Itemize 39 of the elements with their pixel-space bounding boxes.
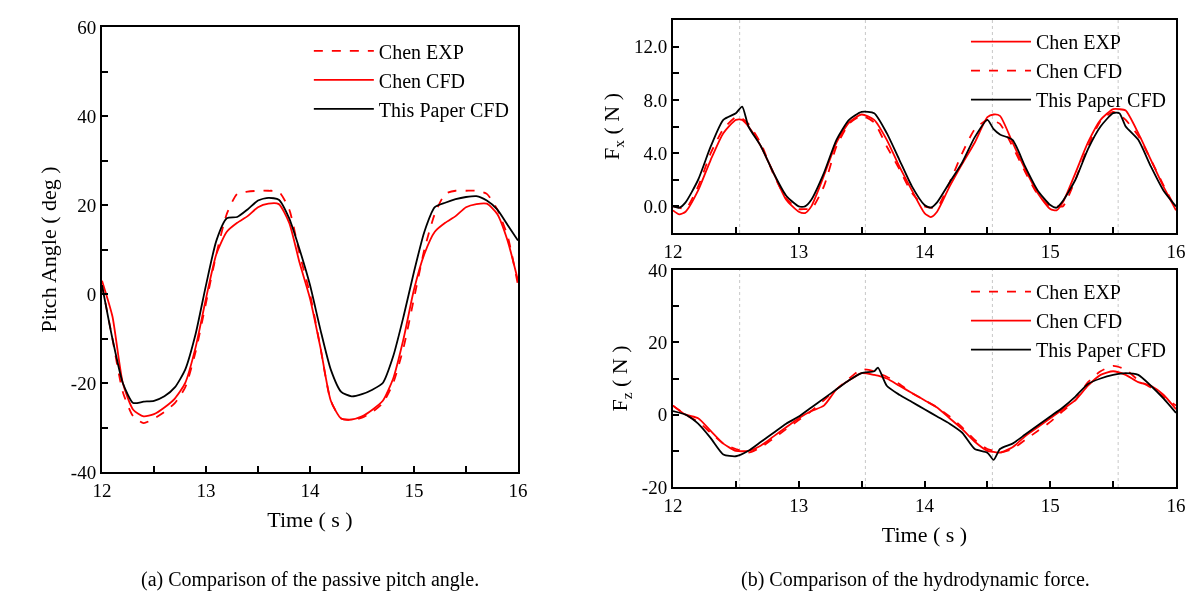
x-tick-label: 16 <box>1166 494 1186 516</box>
legend-label: Chen CFD <box>1035 310 1123 333</box>
x-tick-label: 14 <box>915 494 935 516</box>
x-tick-label: 13 <box>789 494 809 516</box>
y-axis-title: Pitch Angle ( deg ) <box>36 166 62 333</box>
x-tick-label: 16 <box>1166 240 1186 262</box>
legend-label: This Paper CFD <box>378 98 509 122</box>
legend-label: Chen CFD <box>378 69 465 92</box>
y-tick-label: 4.0 <box>643 142 668 164</box>
text: (b) Comparison of the hydrodynamic force. <box>741 568 1090 591</box>
legend-label: This Paper CFD <box>1035 89 1166 113</box>
x-tick-label: 16 <box>508 479 528 501</box>
y-tick-label: 60 <box>77 16 97 38</box>
legend-label: Chen EXP <box>1035 31 1121 54</box>
x-tick-label: 13 <box>789 240 809 262</box>
x-tick-label: 15 <box>1040 494 1060 516</box>
y-tick-label: 20 <box>77 194 97 216</box>
y-tick-label: 8.0 <box>643 89 668 111</box>
x-tick-label: 12 <box>663 240 683 262</box>
y-tick-label: 20 <box>648 331 668 353</box>
x-tick-label: 14 <box>915 240 935 262</box>
y-tick-label: 0 <box>657 404 668 426</box>
legend-label: Chen CFD <box>1035 60 1123 83</box>
y-tick-label: 12.0 <box>633 36 668 58</box>
y-tick-label: 0 <box>86 283 97 305</box>
y-tick-label: 40 <box>648 259 668 281</box>
y-tick-label: -20 <box>70 372 97 394</box>
x-axis-title: Time ( s ) <box>267 507 353 533</box>
y-tick-label: 40 <box>77 105 97 127</box>
x-tick-label: 14 <box>300 479 320 501</box>
y-tick-label: 0.0 <box>643 196 668 218</box>
x-tick-label: 15 <box>1040 240 1060 262</box>
x-tick-label: 13 <box>196 479 216 501</box>
legend-label: This Paper CFD <box>1035 339 1166 363</box>
legend-label: Chen EXP <box>1035 281 1121 304</box>
x-axis-title: Time ( s ) <box>881 522 968 548</box>
text: (a) Comparison of the passive pitch angle. <box>141 568 480 591</box>
legend-label: Chen EXP <box>378 40 464 63</box>
x-tick-label: 15 <box>404 479 424 501</box>
